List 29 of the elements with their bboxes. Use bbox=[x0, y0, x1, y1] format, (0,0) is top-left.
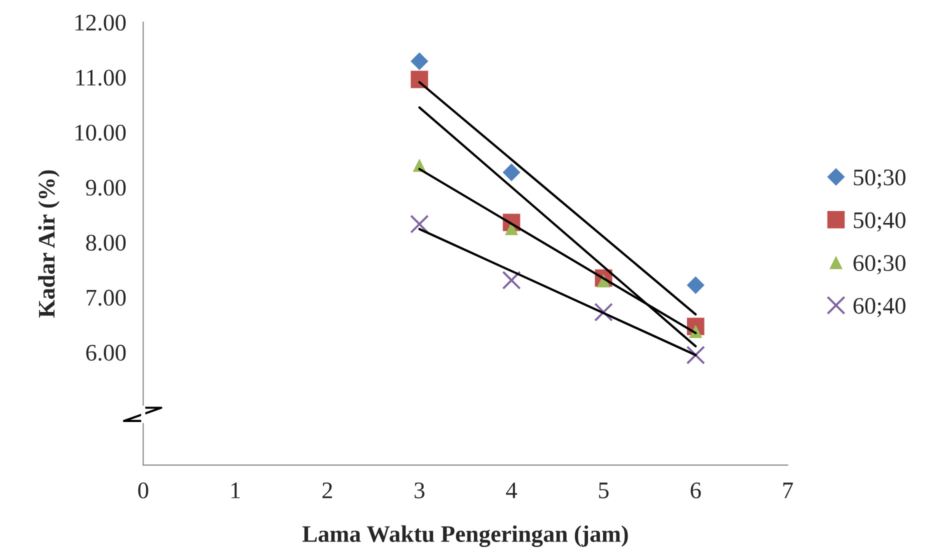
legend-label: 60;40 bbox=[854, 298, 906, 318]
point bbox=[686, 276, 704, 294]
point bbox=[594, 302, 613, 322]
legend-label: 50;40 bbox=[854, 212, 906, 232]
point bbox=[502, 270, 521, 290]
point bbox=[410, 52, 428, 70]
x-tick-label: 3 bbox=[414, 482, 424, 498]
legend-label: 50;30 bbox=[854, 169, 906, 189]
x-tick-label: 0 bbox=[138, 482, 148, 498]
y-tick-label: 7.00 bbox=[86, 290, 126, 306]
x-tick-label: 6 bbox=[690, 482, 701, 498]
point bbox=[502, 164, 520, 182]
y-axis-title: Kadar Air (%) bbox=[38, 170, 60, 318]
point bbox=[410, 70, 428, 88]
x-tick-label: 5 bbox=[599, 482, 609, 498]
y-tick-label: 6.00 bbox=[86, 344, 126, 361]
point bbox=[686, 346, 706, 364]
legend-label: 60;30 bbox=[854, 255, 906, 274]
y-tick-label: 11.00 bbox=[76, 70, 126, 86]
y-tick-label: 12.00 bbox=[76, 14, 126, 31]
y-tick-label: 8.00 bbox=[86, 234, 126, 251]
x-axis-title: Lama Waktu Pengeringan (jam) bbox=[302, 525, 628, 547]
x-tick-label: 7 bbox=[783, 482, 793, 498]
x-tick-label: 2 bbox=[322, 482, 332, 498]
x-tick-label: 1 bbox=[231, 482, 240, 498]
y-tick-label: 9.00 bbox=[86, 180, 126, 196]
x-tick-label: 4 bbox=[506, 482, 518, 498]
point bbox=[410, 214, 429, 234]
y-tick-label: 10.00 bbox=[76, 124, 126, 141]
